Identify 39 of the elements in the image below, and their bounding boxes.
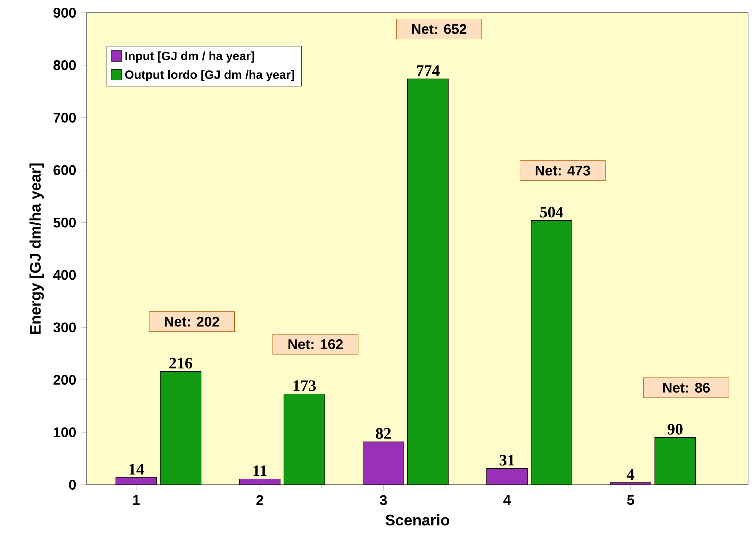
data-label: 216 <box>170 358 192 369</box>
bar <box>408 78 449 485</box>
data-label: 82 <box>376 428 391 440</box>
bar <box>531 220 572 485</box>
y-axis-title: Energy [GJ dm/ha year] <box>30 164 44 334</box>
y-tick-label: 900 <box>54 8 76 18</box>
legend-label: Output lordo [GJ dm /ha year] <box>125 70 294 82</box>
annotation: Net: 86 <box>663 383 710 393</box>
y-tick-label: 100 <box>54 428 76 438</box>
data-label: 173 <box>294 380 316 392</box>
y-tick-label: 500 <box>54 218 76 228</box>
bar <box>284 394 326 485</box>
x-tick-label: 3 <box>380 495 388 506</box>
y-tick-label: 0 <box>69 480 76 490</box>
data-label: 90 <box>668 424 683 435</box>
x-axis-title: Scenario <box>386 514 450 526</box>
annotation: Net: 162 <box>288 339 343 350</box>
data-label: 504 <box>540 206 564 218</box>
x-tick-label: 4 <box>504 495 512 506</box>
legend-label: Input [GJ dm / ha year] <box>126 52 254 63</box>
x-tick-label: 1 <box>133 495 140 506</box>
annotation: Net: 652 <box>412 24 467 34</box>
bar <box>654 438 696 485</box>
data-label: 31 <box>500 455 514 466</box>
x-tick-label: 2 <box>256 495 264 506</box>
x-tick-label: 5 <box>627 495 634 506</box>
y-tick-label: 400 <box>53 270 76 280</box>
data-label: 11 <box>254 466 267 476</box>
bar <box>160 371 202 485</box>
y-tick-label: 700 <box>54 112 76 123</box>
y-tick-label: 300 <box>54 322 76 333</box>
y-tick-label: 600 <box>54 165 76 176</box>
y-tick-label: 200 <box>54 375 76 386</box>
annotation: Net: 473 <box>536 166 590 176</box>
data-label: 14 <box>130 464 144 475</box>
y-tick-label: 800 <box>54 60 76 70</box>
data-label: 4 <box>627 469 635 480</box>
data-label: 774 <box>417 66 440 76</box>
annotation: Net: 202 <box>165 316 220 327</box>
